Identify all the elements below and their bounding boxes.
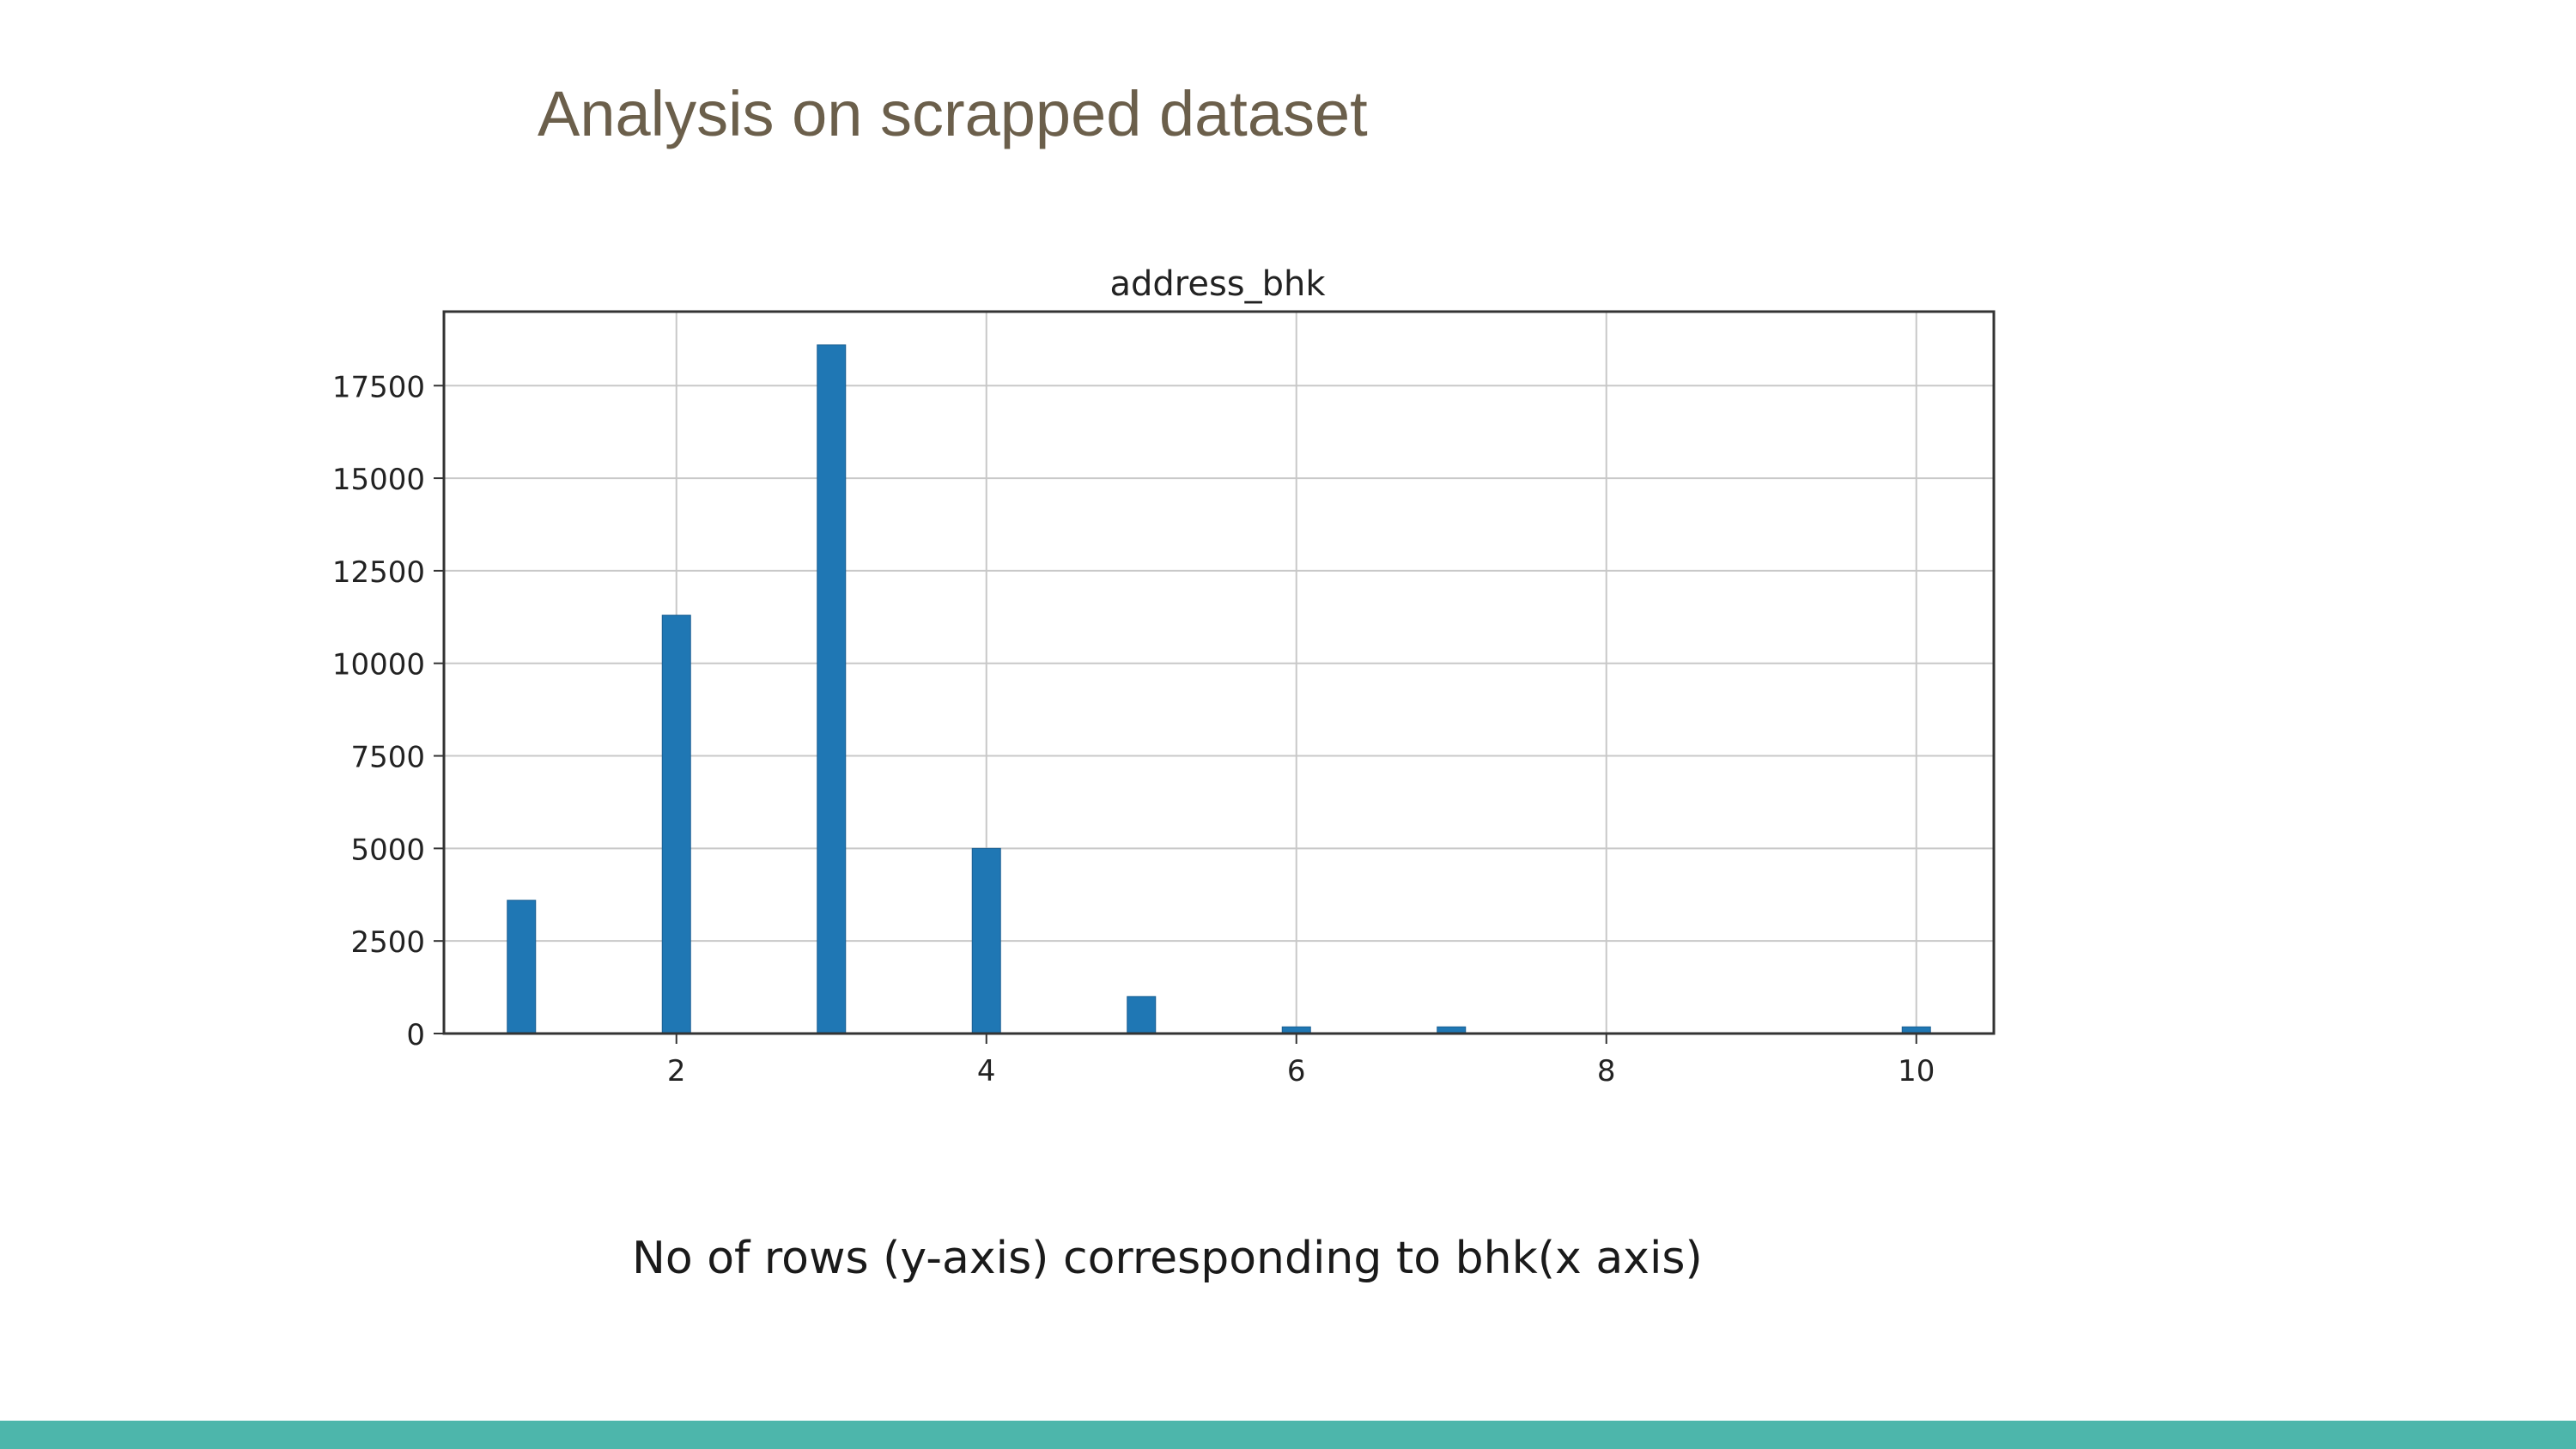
y-tick-label: 7500 bbox=[350, 741, 425, 775]
x-tick-label: 8 bbox=[1597, 1054, 1616, 1088]
y-tick-label: 15000 bbox=[332, 463, 425, 497]
histogram-bar bbox=[661, 615, 691, 1034]
x-tick-label: 2 bbox=[667, 1054, 686, 1088]
histogram-bar bbox=[971, 847, 1001, 1034]
y-tick-label: 10000 bbox=[332, 648, 425, 682]
y-tick-label: 17500 bbox=[332, 370, 425, 404]
y-tick-label: 2500 bbox=[350, 925, 425, 960]
y-tick-label: 5000 bbox=[350, 833, 425, 867]
grid-lines bbox=[444, 312, 1994, 1034]
x-tick-label: 6 bbox=[1287, 1054, 1306, 1088]
footer-accent-bar bbox=[0, 1421, 2576, 1449]
histogram-bar bbox=[507, 900, 537, 1034]
chart-title: address_bhk bbox=[1109, 264, 1326, 304]
x-tick-label: 4 bbox=[977, 1054, 996, 1088]
y-tick-label: 0 bbox=[406, 1018, 425, 1052]
x-tick-label: 10 bbox=[1898, 1054, 1935, 1088]
plot-frame bbox=[442, 310, 1996, 1035]
y-axis-ticks: 0 2500 5000 7500 10000 12500 15000 17500 bbox=[332, 370, 444, 1052]
histogram-bar bbox=[817, 344, 847, 1034]
slide-title: Analysis on scrapped dataset bbox=[538, 78, 1368, 149]
x-axis-ticks: 2 4 6 8 10 bbox=[667, 1034, 1935, 1088]
y-tick-label: 12500 bbox=[332, 555, 425, 590]
histogram-chart: address_bhk 0 2500 5000 7500 10000 12500 15000… bbox=[332, 264, 1996, 1088]
slide-caption: No of rows (y-axis) corresponding to bhk… bbox=[632, 1233, 1703, 1284]
histogram-bar bbox=[1127, 996, 1157, 1034]
bars-group bbox=[507, 344, 1931, 1034]
